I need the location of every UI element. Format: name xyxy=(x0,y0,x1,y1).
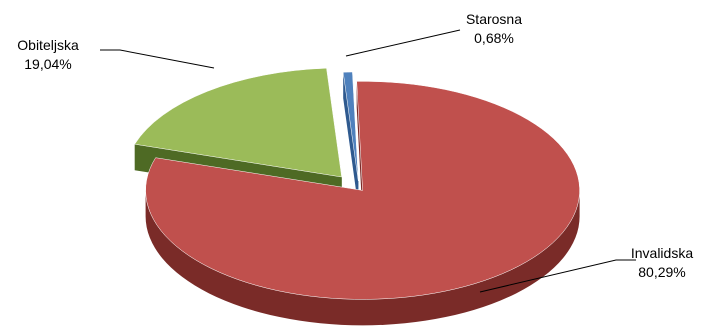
leader-line-obiteljska xyxy=(100,49,215,69)
slice-labels: Starosna 0,68% Invalidska 80,29% Obiteljska 1… xyxy=(17,11,693,293)
leader-line-starosna xyxy=(345,29,461,57)
slice-invalidska xyxy=(145,81,580,300)
slice-obiteljska xyxy=(134,67,342,178)
label-invalidska-value: 80,29% xyxy=(638,264,685,280)
label-obiteljska-name: Obiteljska xyxy=(17,37,79,53)
label-starosna-name: Starosna xyxy=(466,11,522,27)
slice-tops xyxy=(134,67,580,300)
slice-invalidska-cut-0 xyxy=(356,81,363,217)
slice-starosna-cut-0 xyxy=(343,72,359,207)
leader-line-invalidska xyxy=(479,259,636,293)
label-starosna-value: 0,68% xyxy=(474,30,514,46)
label-invalidska-name: Invalidska xyxy=(631,245,693,261)
slice-starosna xyxy=(342,71,359,182)
slice-invalidska-side xyxy=(145,190,580,326)
label-obiteljska-value: 19,04% xyxy=(24,56,71,72)
